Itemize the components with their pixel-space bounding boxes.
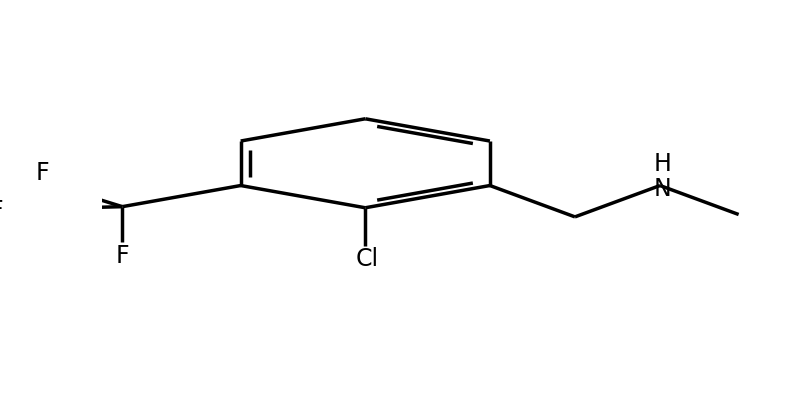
Text: N: N xyxy=(653,176,671,200)
Text: F: F xyxy=(116,244,129,267)
Text: Cl: Cl xyxy=(355,246,379,270)
Text: F: F xyxy=(35,160,50,184)
Text: F: F xyxy=(0,198,4,222)
Text: H: H xyxy=(653,152,671,176)
